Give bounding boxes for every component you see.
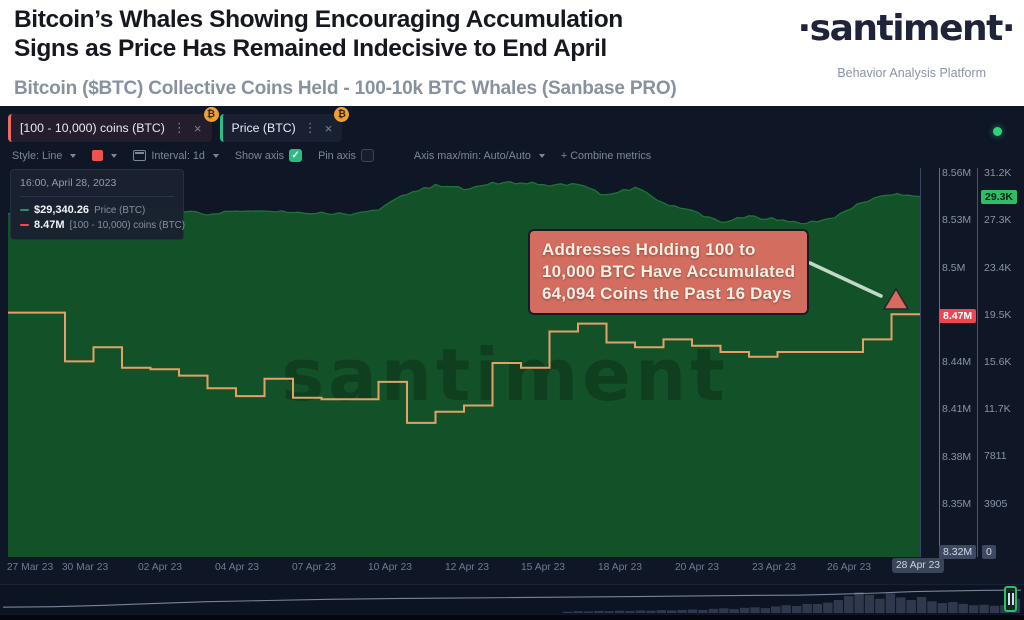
pin-axis-toggle[interactable]: Pin axis [318, 149, 374, 162]
checkbox-unchecked-icon[interactable] [360, 149, 374, 162]
axis-maxmin-label: Axis max/min: Auto/Auto [413, 149, 531, 162]
tooltip-row-price: $29,340.26 Price (BTC) [20, 204, 174, 216]
price-axis-tick: 3905 [984, 497, 1008, 510]
x-axis-tick: 02 Apr 23 [137, 562, 183, 573]
title-line-2: Signs as Price Has Remained Indecisive t… [14, 34, 607, 62]
price-axis-tick: 19.5K [984, 308, 1012, 321]
tooltip-price-label: Price (BTC) [94, 204, 146, 216]
chevron-down-icon [538, 153, 545, 158]
price-axis-tick: 23.4K [984, 261, 1012, 274]
price-axis-tick: 15.6K [984, 356, 1012, 368]
timeline-scrubber[interactable] [0, 584, 1024, 614]
coins-axis-current-badge: 8.47M [939, 308, 977, 323]
x-axis-tick: 12 Apr 23 [444, 562, 490, 573]
title-line-1: Bitcoin’s Whales Showing Encouraging Acc… [14, 6, 623, 33]
tooltip-divider [20, 196, 174, 197]
x-axis-tick: 30 Mar 23 [61, 562, 109, 573]
price-axis-tick: 11.7K [984, 403, 1011, 416]
coins-axis-tick: 8.53M [942, 214, 972, 227]
color-swatch-selector[interactable] [92, 150, 118, 161]
tooltip-price-value: $29,340.26 [34, 204, 90, 216]
live-status-dot [993, 127, 1002, 136]
x-axis-current-badge: 28 Apr 23 [886, 558, 950, 573]
combine-metrics-label: + Combine metrics [560, 149, 652, 162]
chevron-down-icon [70, 153, 77, 158]
coins-axis-tick: 8.38M [942, 450, 972, 463]
coins-axis-tick: 8.5M [942, 261, 966, 274]
close-icon[interactable]: × [193, 120, 202, 136]
style-label: Style: Line [12, 149, 63, 162]
santiment-logo: ·santiment· [797, 8, 1015, 49]
coins-series-dash-icon [20, 223, 29, 227]
x-axis-tick: 04 Apr 23 [214, 562, 260, 573]
x-axis-tick: 20 Apr 23 [674, 562, 720, 573]
annotation-line-1: Addresses Holding 100 to [542, 240, 756, 259]
tab-price-label: Price (BTC) [231, 121, 296, 135]
price-axis-tick: 27.3K [984, 214, 1012, 227]
chevron-down-icon [111, 153, 118, 158]
tab-coins-label: [100 - 10,000) coins (BTC) [20, 121, 165, 135]
coins-axis-tick: 8.35M [942, 497, 972, 510]
chart-subtitle: Bitcoin ($BTC) Collective Coins Held - 1… [14, 78, 677, 99]
x-axis-tick: 27 Mar 23 [6, 562, 54, 573]
annotation-callout: Addresses Holding 100 to 10,000 BTC Have… [528, 229, 810, 316]
page-title: Bitcoin’s Whales Showing Encouraging Acc… [14, 6, 784, 63]
coins-axis-tick: 8.41M [942, 403, 972, 416]
pin-axis-label: Pin axis [318, 149, 356, 162]
x-axis-tick: 10 Apr 23 [367, 562, 413, 573]
tooltip-coins-label: [100 - 10,000) coins (BTC) [69, 219, 186, 231]
chart-toolbar: Style: Line Interval: 1d Show axis ✓ Pin… [12, 149, 651, 162]
coins-axis-tick: 8.56M [942, 167, 972, 179]
combine-metrics-button[interactable]: + Combine metrics [561, 150, 651, 162]
chevron-down-icon [212, 153, 219, 158]
more-options-icon[interactable]: ⋮ [303, 120, 317, 136]
price-axis-tick: 31.2K [984, 167, 1012, 179]
tab-price[interactable]: Price (BTC) ⋮ × ₿ [219, 107, 350, 142]
minimap-canvas [2, 589, 1021, 613]
show-axis-toggle[interactable]: Show axis ✓ [234, 149, 303, 162]
metric-tabbar: [100 - 10,000) coins (BTC) ⋮ × ₿ Price (… [8, 107, 350, 142]
interval-selector[interactable]: Interval: 1d [133, 149, 219, 162]
x-axis-tick: 23 Apr 23 [751, 562, 797, 573]
coins-axis-tick: 8.44M [942, 356, 972, 368]
tooltip-row-coins: 8.47M [100 - 10,000) coins (BTC) [20, 219, 185, 231]
bitcoin-badge-icon: ₿ [203, 107, 219, 122]
axis-maxmin-selector[interactable]: Axis max/min: Auto/Auto [414, 150, 545, 162]
header: Bitcoin’s Whales Showing Encouraging Acc… [0, 0, 1024, 106]
more-options-icon[interactable]: ⋮ [172, 120, 186, 136]
annotation-line-3: 64,094 Coins the Past 16 Days [542, 284, 792, 304]
price-axis-tick: 7811 [984, 450, 1007, 463]
bitcoin-badge-icon: ₿ [334, 107, 350, 122]
price-series-dash-icon [20, 208, 29, 212]
chart-tooltip: 16:00, April 28, 2023 $29,340.26 Price (… [10, 169, 185, 240]
x-axis-tick: 07 Apr 23 [291, 562, 337, 573]
tab-coins-held[interactable]: [100 - 10,000) coins (BTC) ⋮ × ₿ [8, 107, 219, 142]
scrubber-handle[interactable] [1004, 586, 1017, 612]
close-icon[interactable]: × [324, 120, 333, 136]
price-axis-min-badge: 0 [982, 545, 996, 559]
coins-axis-min-badge: 8.32M [939, 545, 977, 559]
show-axis-label: Show axis [234, 149, 285, 162]
interval-icon [133, 150, 147, 161]
interval-label: Interval: 1d [151, 149, 205, 162]
x-axis-tick: 26 Apr 23 [826, 562, 872, 573]
x-axis-tick: 15 Apr 23 [520, 562, 566, 573]
tooltip-datetime: 16:00, April 28, 2023 [20, 177, 117, 189]
checkbox-checked-icon[interactable]: ✓ [289, 149, 303, 162]
price-axis-current-badge: 29.3K [981, 189, 1018, 204]
x-axis-tick: 18 Apr 23 [597, 562, 643, 573]
annotation-line-2: 10,000 BTC Have Accumulated [542, 262, 796, 282]
tooltip-coins-value: 8.47M [34, 219, 65, 231]
bottom-strip [0, 615, 1024, 620]
logo-tagline: Behavior Analysis Platform [837, 66, 986, 80]
color-swatch [92, 150, 104, 161]
style-selector[interactable]: Style: Line [12, 149, 77, 162]
